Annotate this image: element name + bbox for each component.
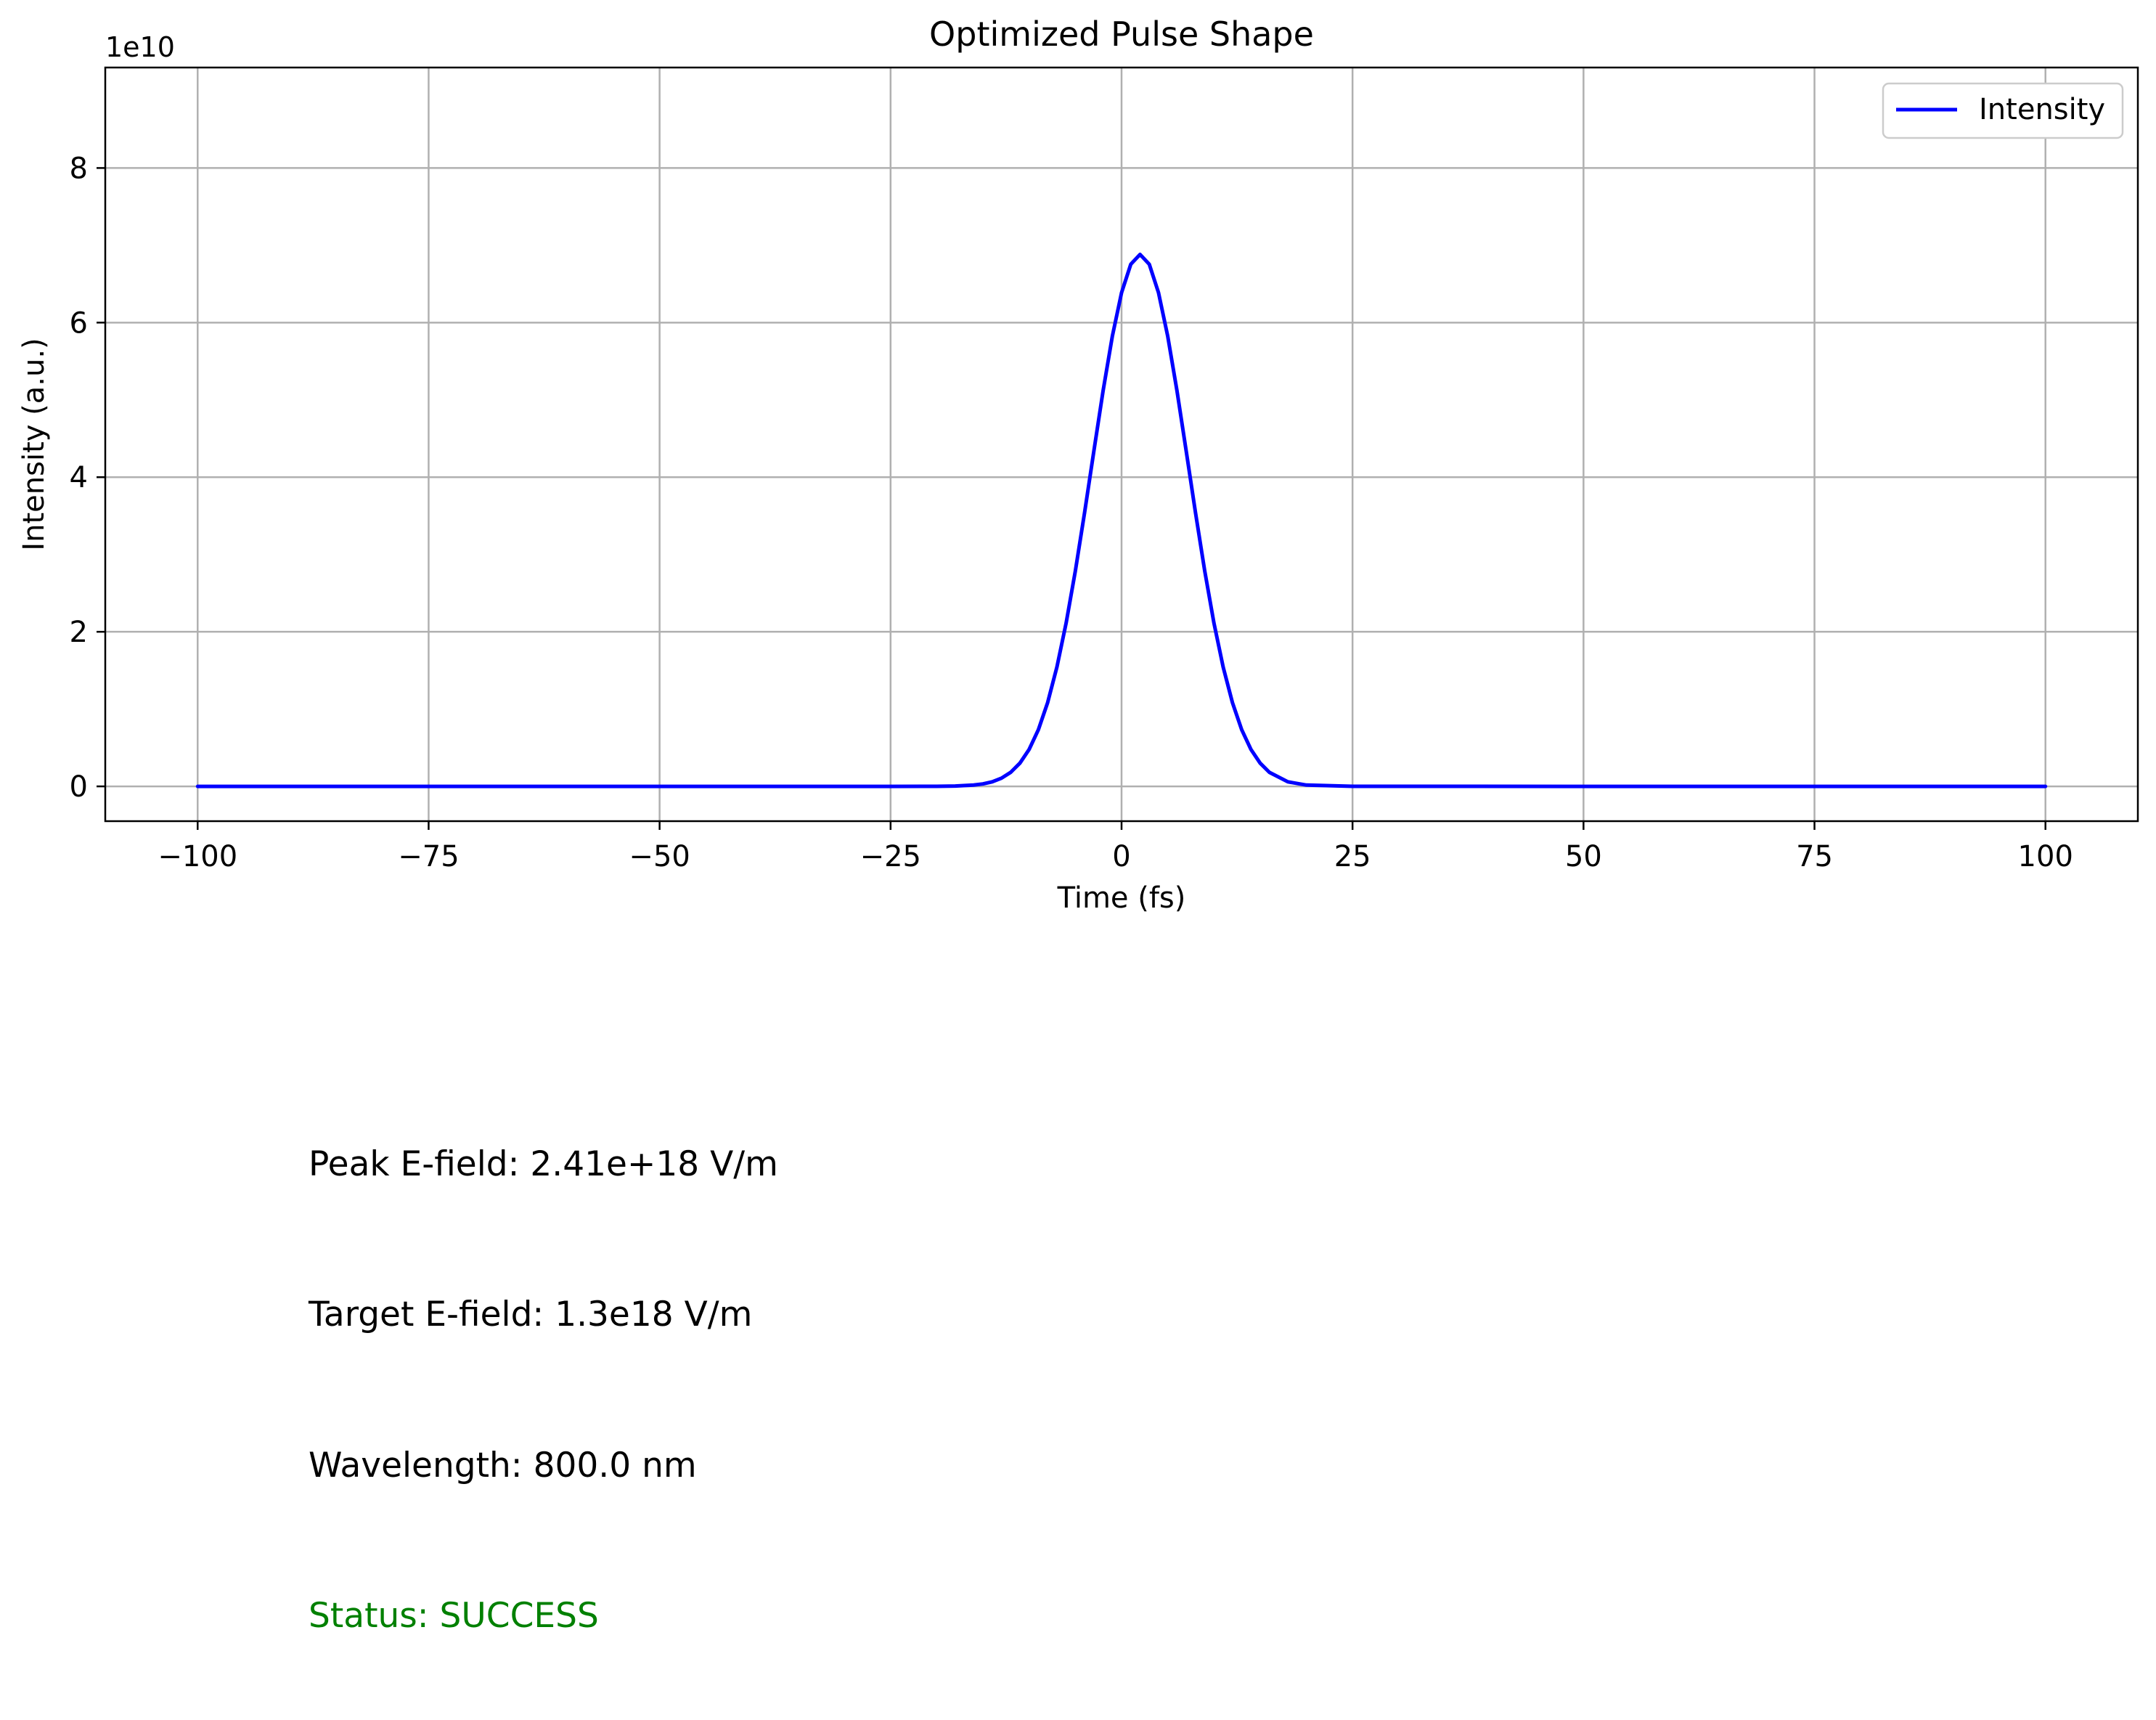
y-tick-label: 2 — [70, 616, 88, 649]
x-tick-label: 50 — [1565, 840, 1602, 873]
series-line-intensity — [195, 252, 2048, 788]
x-tick-label: 75 — [1796, 840, 1833, 873]
y-offset-label: 1e10 — [105, 31, 175, 63]
target-efield-text: Target E-field: 1.3e18 V/m — [309, 1295, 753, 1334]
legend-box — [1882, 82, 2124, 139]
series-layer — [195, 252, 2048, 788]
x-tick-label: −50 — [629, 840, 690, 873]
status-text: Status: SUCCESS — [309, 1596, 599, 1636]
x-tick-label: 25 — [1334, 840, 1371, 873]
x-tick-label: −75 — [398, 840, 459, 873]
y-tick-label: 0 — [70, 770, 88, 804]
y-tick-label: 4 — [70, 461, 88, 494]
y-tick-label: 8 — [70, 152, 88, 185]
grid-lines — [105, 68, 2138, 821]
x-axis-label: Time (fs) — [1057, 881, 1186, 915]
y-axis-label: Intensity (a.u.) — [17, 338, 51, 550]
x-axis-ticks: −100 −75 −50 −25 0 25 50 75 100 — [158, 821, 2073, 873]
chart-title: Optimized Pulse Shape — [929, 15, 1314, 54]
x-tick-label: −100 — [158, 840, 237, 873]
y-tick-label: 6 — [70, 306, 88, 340]
x-tick-label: 100 — [2018, 840, 2073, 873]
wavelength-text: Wavelength: 800.0 nm — [309, 1446, 697, 1485]
peak-efield-text: Peak E-field: 2.41e+18 V/m — [309, 1144, 778, 1184]
legend-label-intensity: Intensity — [1979, 93, 2105, 126]
y-axis-ticks: 0 2 4 6 8 — [70, 152, 105, 804]
legend: Intensity — [1882, 82, 2124, 139]
x-tick-label: −25 — [860, 840, 921, 873]
x-tick-label: 0 — [1112, 840, 1130, 873]
